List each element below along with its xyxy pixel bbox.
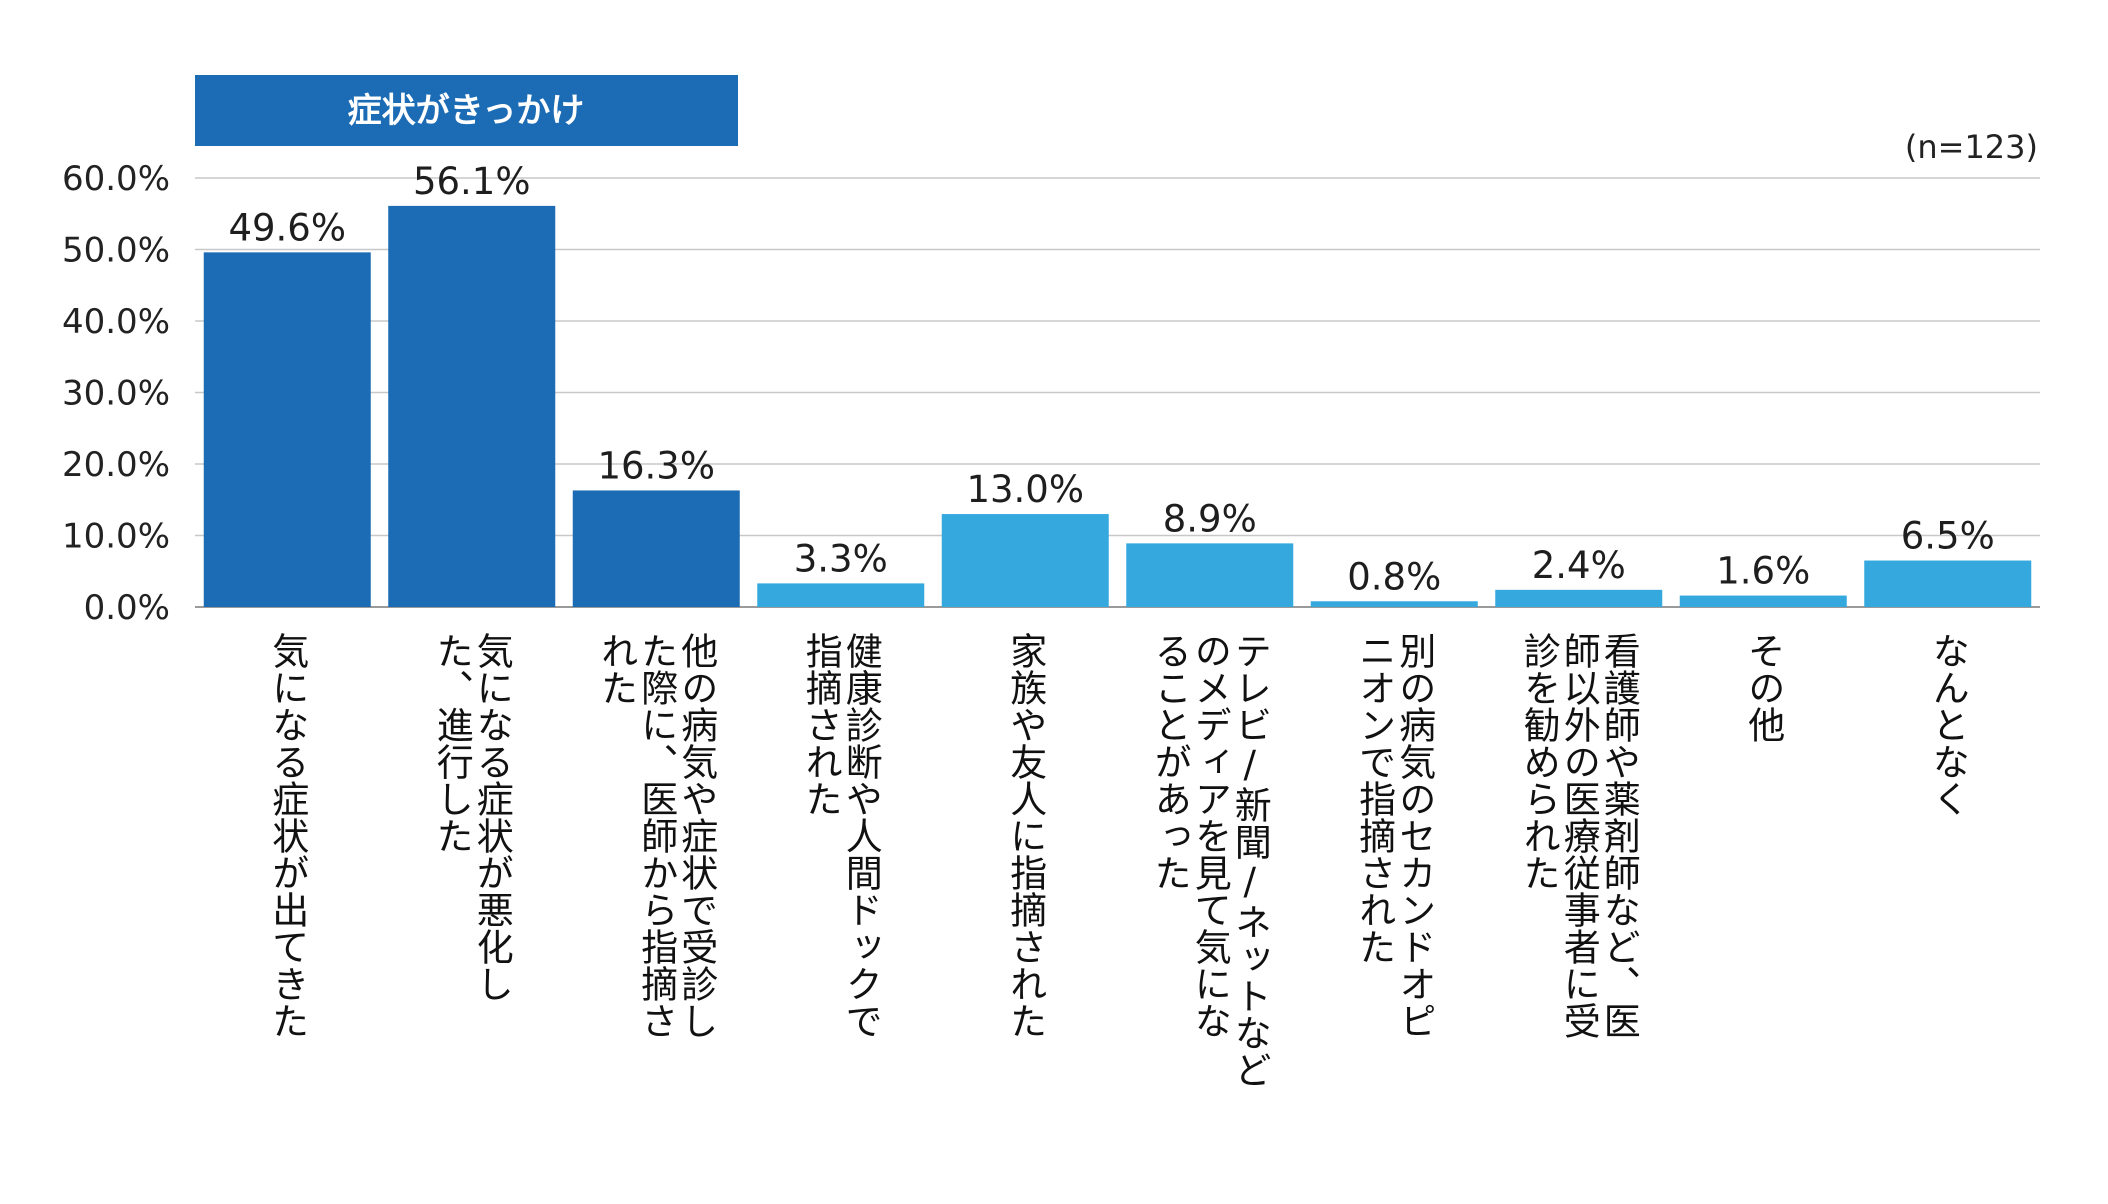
bar xyxy=(1864,560,2032,607)
category-label-line: 健康診断や人間ドックで xyxy=(839,632,882,1039)
bar-value-label: 56.1% xyxy=(413,160,531,203)
sample-size-note: (n=123) xyxy=(1905,128,2038,166)
category-label-line: 看護師や薬剤師など、医 xyxy=(1597,632,1640,1039)
category-label-line: ることがあった xyxy=(1148,632,1191,891)
bar-value-label: 0.8% xyxy=(1347,555,1441,598)
category-label-line: れた xyxy=(595,632,638,706)
category-label-line: のメディアを見て気にな xyxy=(1188,632,1231,1039)
bar-value-label: 3.3% xyxy=(794,537,888,580)
y-tick-label: 50.0% xyxy=(62,231,170,271)
bar xyxy=(1310,601,1478,607)
bar xyxy=(941,514,1109,607)
category-label-line: 別の病気のセカンドオピ xyxy=(1393,632,1436,1039)
category-label-line: 師以外の医療従事者に受 xyxy=(1557,632,1601,1039)
category-label-line: 他の病気や症状で受診し xyxy=(675,632,719,1039)
bar xyxy=(388,205,556,607)
category-label-line: 指摘された xyxy=(799,632,842,817)
category-label-line: 気になる症状が悪化し xyxy=(470,632,513,1002)
category-label-line: た際に、医師から指摘さ xyxy=(635,632,678,1039)
category-label: 家族や友人に指摘された xyxy=(1004,632,1047,1039)
category-label-line: 診を勧められた xyxy=(1517,632,1560,891)
category-label: 気になる症状が出てきた xyxy=(266,632,309,1039)
bar-value-label: 16.3% xyxy=(597,444,715,487)
bar xyxy=(572,490,740,607)
y-tick-label: 30.0% xyxy=(62,374,170,414)
category-label-line: なんとなく xyxy=(1926,632,1969,817)
category-label-line: た、進行した xyxy=(430,632,474,854)
bar xyxy=(1679,595,1847,607)
bar xyxy=(1126,543,1294,607)
y-tick-label: 40.0% xyxy=(62,302,170,342)
bar-value-label: 8.9% xyxy=(1163,497,1257,540)
group-header-box xyxy=(195,75,738,146)
category-label-line: テレビ/新聞/ネットなど xyxy=(1228,632,1271,1088)
category-label: その他 xyxy=(1742,632,1786,743)
bar xyxy=(203,252,371,608)
bar-value-label: 2.4% xyxy=(1532,544,1626,587)
group-header-label: 症状がきっかけ xyxy=(348,91,585,131)
y-tick-label: 0.0% xyxy=(84,588,170,628)
category-label-line: ニオンで指摘された xyxy=(1353,632,1396,965)
y-tick-label: 10.0% xyxy=(62,517,170,557)
bar xyxy=(757,583,925,607)
bar-value-label: 1.6% xyxy=(1716,550,1810,593)
bar-value-label: 49.6% xyxy=(228,206,346,249)
y-tick-label: 60.0% xyxy=(62,159,170,199)
y-tick-label: 20.0% xyxy=(62,445,170,485)
bars-layer xyxy=(203,205,2032,608)
bar-value-label: 6.5% xyxy=(1901,515,1995,558)
category-label-line: 気になる症状が出てきた xyxy=(266,632,309,1039)
bar-value-label: 13.0% xyxy=(966,468,1084,511)
category-label-line: 家族や友人に指摘された xyxy=(1004,632,1047,1039)
category-label: なんとなく xyxy=(1926,632,1969,817)
category-label-line: その他 xyxy=(1742,632,1786,743)
bar xyxy=(1495,589,1663,607)
